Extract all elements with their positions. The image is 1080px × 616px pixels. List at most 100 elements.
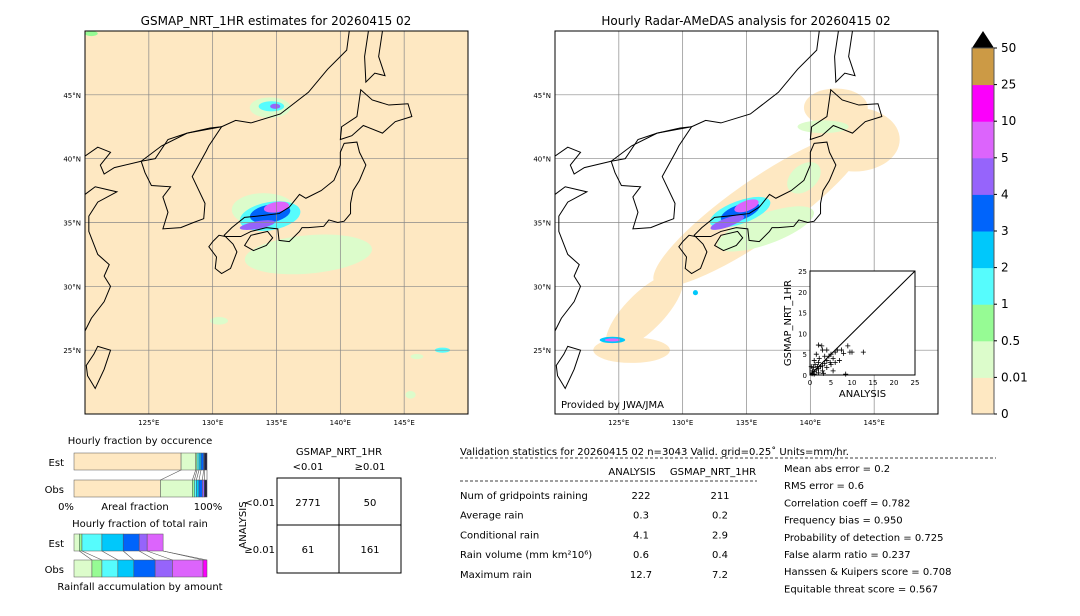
lon-tick-label: 145°E (394, 419, 415, 427)
stat-gsmap: 0.2 (712, 511, 728, 522)
fraction-segment (200, 452, 204, 471)
y-tick-label: 0 (803, 372, 807, 380)
colorbar-label: 1 (1001, 297, 1009, 311)
fraction-segment (202, 559, 208, 578)
fraction-segment (73, 452, 182, 471)
radar-coverage (803, 88, 868, 127)
lat-tick-label: 45°N (533, 92, 551, 100)
row-label: Est (49, 539, 65, 550)
fraction-segment (117, 559, 135, 578)
connector-line (196, 469, 200, 481)
colorbar-segment (972, 84, 994, 122)
coastline-border (610, 126, 692, 162)
coastline-honshu (693, 141, 837, 243)
rain-area (405, 391, 416, 399)
connector-line (101, 550, 119, 561)
stat-analysis: 222 (631, 491, 650, 502)
fraction-segment (138, 533, 148, 552)
gsmap-map: 125°E 130°E 135°E 140°E 145°E 45°N 40°N 35°N 30°… (63, 30, 469, 427)
table-title: GSMAP_NRT_1HR (296, 447, 382, 458)
scatter-point (832, 349, 838, 355)
scatter-point (841, 350, 847, 356)
scatter-point (820, 347, 826, 353)
connector-line (192, 469, 196, 481)
colorbar-label: 50 (1001, 41, 1016, 55)
fraction-segment (204, 452, 208, 471)
coastline-china (555, 146, 612, 175)
colorbar-extend-arrow (972, 31, 994, 48)
fraction-segment (198, 479, 203, 498)
scatter-point (839, 347, 844, 353)
lat-tick-label: 30°N (63, 283, 81, 291)
fraction-segment (192, 479, 195, 498)
scatter-point (811, 371, 817, 377)
scatter-point (860, 349, 866, 355)
scatter-point (816, 355, 822, 361)
scatter-point (826, 353, 832, 359)
rain-area (692, 290, 698, 296)
score-line: Correlation coeff = 0.782 (784, 498, 910, 509)
axis-right-label: 100% (194, 502, 223, 513)
row-label: ≥0.01 (244, 545, 275, 556)
lon-tick-label: 125°E (608, 419, 629, 427)
scatter-point (834, 347, 840, 353)
lon-tick-label: 130°E (202, 419, 223, 427)
row-label: Est (49, 458, 65, 469)
row-label: <0.01 (244, 498, 275, 509)
fraction-segment (160, 479, 193, 498)
table-cell: 161 (360, 545, 379, 556)
colorbar-segment (972, 231, 994, 269)
lat-tick-label: 45°N (63, 92, 81, 100)
connector-line (163, 550, 208, 561)
scatter-point (830, 368, 836, 374)
map2-credit: Provided by JWA/JMA (561, 400, 664, 411)
fraction-segment (73, 479, 161, 498)
connector-line (147, 550, 173, 561)
coastline-hokkaido (809, 88, 883, 141)
scatter-point (836, 357, 842, 363)
col-label: ≥0.01 (355, 462, 386, 473)
lat-tick-label: 25°N (533, 347, 551, 355)
scatter-point (810, 365, 816, 371)
scatter-point (843, 371, 849, 377)
map-area (555, 31, 938, 414)
scatter-point (815, 364, 821, 370)
stat-label: Rain volume (mm km²10⁶) (460, 550, 592, 561)
colorbar-segment (972, 194, 994, 232)
scatter-point (808, 364, 814, 370)
table-cell: 61 (302, 545, 315, 556)
fraction-segment (73, 559, 93, 578)
stat-gsmap: 7.2 (712, 570, 728, 581)
fraction-segment (196, 479, 200, 498)
colorbar-label: 10 (1001, 114, 1016, 128)
scatter-point (813, 367, 819, 373)
fraction-segment (146, 533, 164, 552)
colorbar-label: 0.5 (1001, 334, 1020, 348)
validation-statistics: Validation statistics for 20260415 02 n=… (460, 446, 996, 595)
colorbar-segment (972, 267, 994, 305)
colorbar-segment (972, 377, 994, 415)
rain-area (797, 120, 849, 134)
score-line: RMS error = 0.6 (784, 481, 864, 492)
map-area (85, 31, 468, 414)
scatter-point (824, 365, 830, 371)
fraction-segment (73, 533, 80, 552)
scatter-point (824, 357, 830, 363)
lat-tick-label: 35°N (63, 220, 81, 228)
stat-analysis: 0.6 (633, 550, 649, 561)
scatter-point (822, 353, 828, 359)
col-header: GSMAP_NRT_1HR (670, 467, 756, 478)
contingency-table: GSMAP_NRT_1HR<0.01 ≥0.01ANALYSIS<0.01≥0.0… (238, 447, 402, 574)
map-frame (554, 30, 939, 415)
score-line: False alarm ratio = 0.237 (784, 550, 911, 561)
x-tick-label: 0 (808, 379, 812, 387)
fraction-segment (202, 479, 205, 498)
radar-coverage (605, 273, 683, 351)
coastline-sakhalin (364, 31, 386, 84)
lon-tick-label: 145°E (864, 419, 885, 427)
scatter-point (845, 343, 851, 349)
scatter-point (815, 370, 821, 376)
map2-title: Hourly Radar-AMeDAS analysis for 2026041… (601, 14, 890, 28)
